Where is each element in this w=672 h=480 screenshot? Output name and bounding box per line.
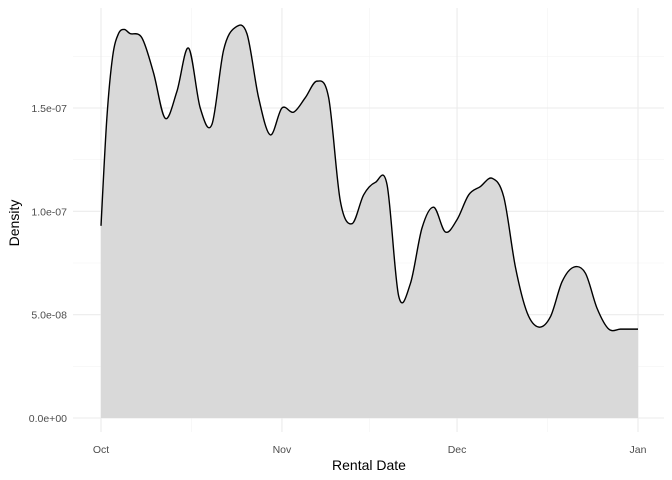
y-axis-title: Density [6,200,22,247]
density-area [101,24,638,419]
y-tick-label: 5.0e-08 [31,310,67,322]
density-line [100,24,638,332]
y-axis-ticks: 0.0e+00 5.0e-08 1.0e-07 1.5e-07 [29,103,67,425]
y-tick-label: 0.0e+00 [29,413,67,425]
x-tick-label: Jan [630,444,647,456]
x-tick-label: Dec [448,444,467,456]
y-tick-label: 1.5e-07 [31,103,67,115]
y-tick-label: 1.0e-07 [31,206,67,218]
x-axis-ticks: Oct Nov Dec Jan [93,444,647,456]
x-tick-label: Oct [93,444,109,456]
x-axis-title: Rental Date [332,457,406,473]
x-tick-label: Nov [273,444,292,456]
